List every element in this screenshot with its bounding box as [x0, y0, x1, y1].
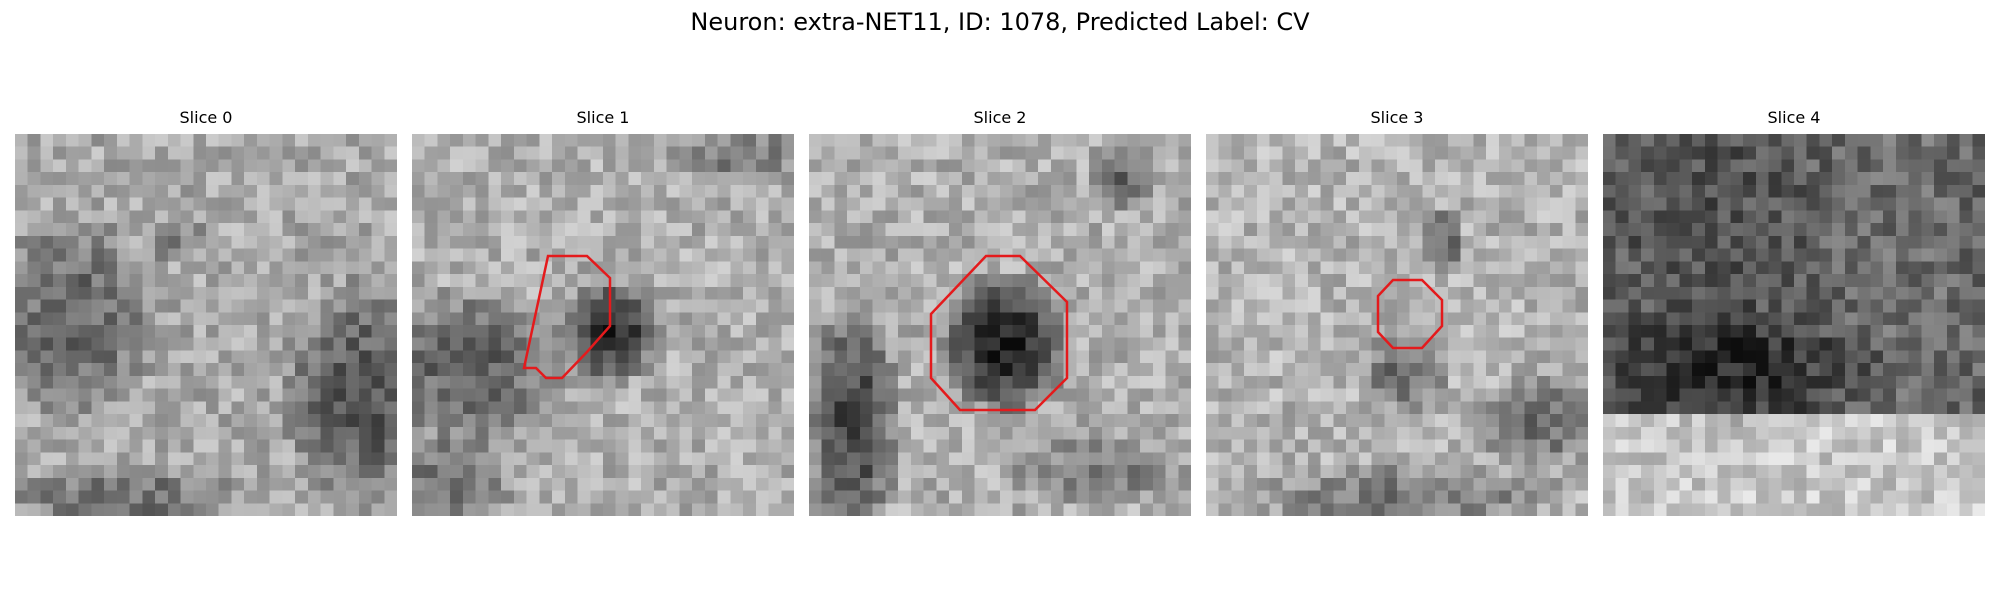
slice-title-1: Slice 1 [412, 108, 794, 128]
slice-panel-0: Slice 0 [15, 108, 397, 516]
roi-outline-3 [1206, 134, 1588, 516]
slice-panel-2: Slice 2 [809, 108, 1191, 516]
slice-image-0 [15, 134, 397, 516]
roi-outline-2 [809, 134, 1191, 516]
slice-title-3: Slice 3 [1206, 108, 1588, 128]
figure-title: Neuron: extra-NET11, ID: 1078, Predicted… [0, 6, 2000, 38]
slice-title-0: Slice 0 [15, 108, 397, 128]
slice-title-4: Slice 4 [1603, 108, 1985, 128]
slice-panel-3: Slice 3 [1206, 108, 1588, 516]
slice-panel-1: Slice 1 [412, 108, 794, 516]
slice-title-2: Slice 2 [809, 108, 1191, 128]
roi-outline-1 [412, 134, 794, 516]
slice-image-4 [1603, 134, 1985, 516]
slice-panel-4: Slice 4 [1603, 108, 1985, 516]
